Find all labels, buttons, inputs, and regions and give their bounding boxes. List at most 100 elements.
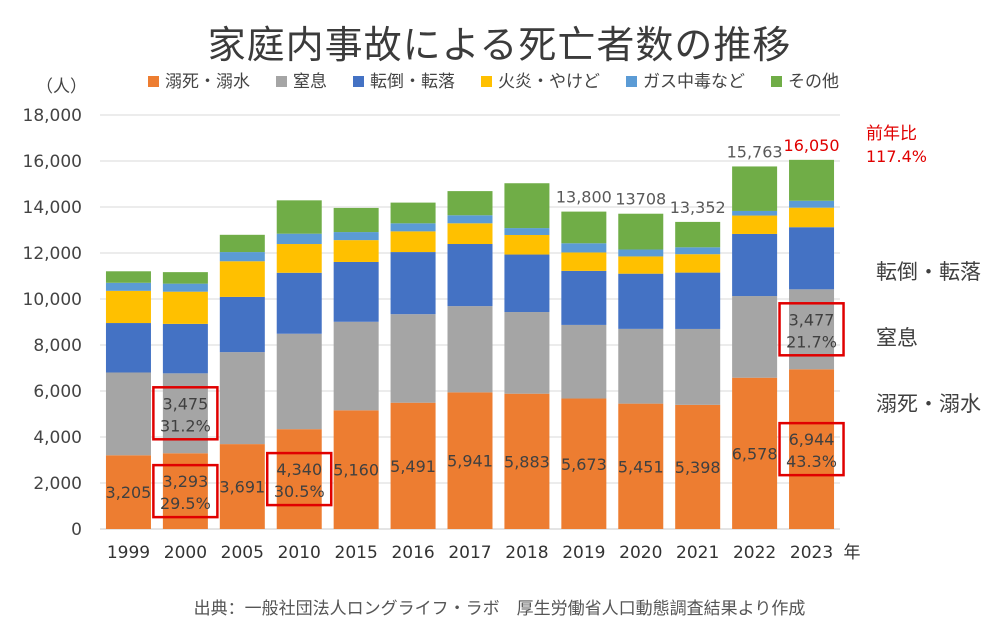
- bar-segment: [732, 233, 778, 297]
- legend-label: 溺死・溺水: [165, 72, 250, 92]
- bar-segment: [390, 252, 436, 315]
- bar-segment: [504, 254, 550, 313]
- bar-segment: [333, 410, 379, 529]
- data-label: 6,578: [732, 444, 778, 463]
- bar-segment: [162, 272, 208, 284]
- bar-segment: [276, 272, 322, 334]
- callout-value: 3,293: [162, 472, 208, 491]
- bar-segment: [447, 244, 493, 307]
- data-label: 3,205: [106, 483, 152, 502]
- bar-segment: [219, 234, 265, 253]
- bar-segment: [618, 273, 664, 329]
- bar-segment: [618, 213, 664, 250]
- callout-percent: 30.5%: [274, 482, 325, 501]
- callout-percent: 29.5%: [160, 494, 211, 513]
- bar-segment: [276, 233, 322, 245]
- bar-segment: [105, 323, 151, 373]
- y-tick-label: 12,000: [23, 244, 82, 264]
- bar-segment: [219, 261, 265, 297]
- x-tick-label: 2017: [448, 543, 491, 563]
- bar-segment: [105, 372, 151, 456]
- bar-segment: [105, 455, 151, 529]
- legend-label: ガス中毒など: [643, 72, 745, 92]
- bar-segment: [675, 221, 721, 248]
- x-tick-label: 2023: [790, 543, 833, 563]
- bar-segment: [675, 272, 721, 329]
- chart-title: 家庭内事故による死亡者数の推移: [207, 23, 792, 67]
- x-tick-label: 2022: [733, 543, 776, 563]
- callout-percent: 21.7%: [786, 332, 837, 351]
- bar-segment: [504, 393, 550, 529]
- bar-segment: [618, 249, 664, 257]
- bar-segment: [561, 398, 607, 529]
- yoy-label: 前年比: [866, 124, 917, 144]
- x-axis-unit: 年: [844, 543, 861, 563]
- bar-segment: [162, 283, 208, 292]
- bar-segment: [333, 232, 379, 241]
- bar-segment: [675, 254, 721, 273]
- bar-segment: [276, 333, 322, 430]
- bar-segment: [105, 290, 151, 324]
- callout-value: 3,475: [162, 394, 208, 413]
- callout-percent: 43.3%: [786, 452, 837, 471]
- legend-swatch: [481, 76, 492, 87]
- y-tick-label: 4,000: [33, 428, 82, 448]
- bar-segment: [504, 312, 550, 394]
- callout-value: 4,340: [276, 460, 322, 479]
- bar-segment: [333, 240, 379, 262]
- total-label: 13708: [615, 190, 666, 209]
- bar-segment: [390, 231, 436, 253]
- bar-segment: [447, 223, 493, 245]
- bar-segment: [618, 403, 664, 529]
- bar-segment: [390, 314, 436, 403]
- y-tick-label: 14,000: [23, 198, 82, 218]
- bar-segment: [789, 369, 835, 529]
- y-tick-label: 8,000: [33, 336, 82, 356]
- data-label: 5,673: [561, 455, 607, 474]
- bar-segment: [504, 228, 550, 235]
- bar-segment: [675, 247, 721, 255]
- bar-segment: [276, 200, 322, 234]
- bar-segment: [732, 210, 778, 216]
- y-axis-unit: （人）: [36, 77, 87, 97]
- legend-label: その他: [788, 72, 839, 92]
- bar-segment: [447, 392, 493, 529]
- bar-segment: [333, 321, 379, 411]
- x-tick-label: 2010: [278, 543, 321, 563]
- data-label: 5,398: [675, 458, 721, 477]
- bar-segment: [447, 191, 493, 216]
- bar-segment: [105, 271, 151, 283]
- bar-segment: [447, 215, 493, 224]
- callout-value: 6,944: [789, 430, 835, 449]
- bar-segment: [162, 291, 208, 324]
- legend-label: 転倒・転落: [370, 72, 455, 92]
- callout-percent: 31.2%: [160, 416, 211, 435]
- callout-value: 3,477: [789, 310, 835, 329]
- bar-segment: [732, 215, 778, 234]
- bar-segment: [789, 207, 835, 228]
- bar-segment: [162, 323, 208, 374]
- bar-segment: [219, 444, 265, 529]
- total-label: 15,763: [727, 142, 783, 161]
- bar-segment: [390, 223, 436, 232]
- y-tick-label: 18,000: [23, 106, 82, 126]
- bar-segment: [276, 244, 322, 273]
- bar-segment: [675, 328, 721, 405]
- bar-segment: [789, 227, 835, 290]
- bar-segment: [219, 296, 265, 353]
- x-tick-label: 2018: [505, 543, 548, 563]
- data-label: 5,451: [618, 457, 664, 476]
- legend-swatch: [626, 76, 637, 87]
- x-tick-label: 2000: [164, 543, 207, 563]
- legend-swatch: [353, 76, 364, 87]
- yoy-value: 117.4%: [866, 147, 927, 166]
- bar-segment: [732, 166, 778, 211]
- y-tick-label: 2,000: [33, 474, 82, 494]
- bar-segment: [789, 200, 835, 208]
- callout-box: [265, 451, 333, 507]
- data-label: 5,160: [333, 461, 379, 480]
- bar-segment: [618, 256, 664, 274]
- y-tick-label: 16,000: [23, 152, 82, 172]
- bar-segment: [561, 243, 607, 253]
